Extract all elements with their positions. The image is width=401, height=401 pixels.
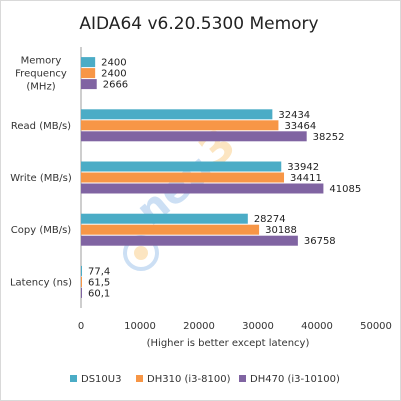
category-label: Memory (21, 56, 62, 67)
bar (81, 68, 96, 79)
bar (81, 131, 307, 142)
category-label: (MHz) (26, 82, 55, 93)
bar (81, 287, 82, 298)
bar (81, 161, 282, 172)
bar (81, 183, 324, 194)
bar (81, 79, 97, 90)
x-tick-label: 10000 (124, 321, 156, 332)
data-label: 2666 (103, 80, 128, 91)
x-axis-label: (Higher is better except latency) (147, 338, 310, 349)
bar (81, 57, 96, 68)
x-tick-label: 20000 (183, 321, 215, 332)
category-label: Read (MB/s) (11, 121, 71, 132)
data-label: 61,5 (88, 277, 110, 288)
legend-swatch (239, 375, 246, 382)
data-label: 32434 (278, 110, 310, 121)
bar (81, 109, 273, 120)
category-label: Write (MB/s) (10, 173, 72, 184)
data-label: 2400 (101, 58, 126, 69)
category-labels: Memory Frequency (MHz) Read (MB/s) Write (MB… (10, 56, 72, 289)
data-label: 41085 (329, 184, 361, 195)
x-tick-label: 40000 (301, 321, 333, 332)
bar (81, 213, 248, 224)
bar (81, 276, 82, 287)
plot-area: 2400240026663243433464382523394234411410… (80, 47, 361, 308)
legend-swatch (136, 375, 143, 382)
data-label: 28274 (254, 214, 286, 225)
data-label: 33942 (287, 162, 319, 173)
x-tick-label: 30000 (242, 321, 274, 332)
chart-title: AIDA64 v6.20.5300 Memory (79, 14, 318, 34)
data-label: 38252 (313, 132, 345, 143)
data-label: 34411 (290, 173, 322, 184)
legend-label: DH470 (i3-10100) (250, 374, 340, 385)
legend-label: DS10U3 (81, 374, 121, 385)
bar (81, 235, 298, 246)
data-label: 77,4 (88, 266, 110, 277)
bar (81, 120, 279, 131)
legend-swatch (70, 375, 77, 382)
category-label: Latency (ns) (10, 277, 72, 288)
category-label: Copy (MB/s) (11, 225, 72, 236)
data-label: 33464 (284, 121, 316, 132)
data-label: 60,1 (88, 288, 110, 299)
bar (81, 224, 260, 235)
data-label: 2400 (101, 69, 126, 80)
bar (81, 265, 82, 276)
legend: DS10U3 DH310 (i3-8100) DH470 (i3-10100) (70, 374, 340, 385)
legend-label: DH310 (i3-8100) (147, 374, 231, 385)
x-tick-label: 50000 (360, 321, 392, 332)
data-label: 36758 (304, 236, 336, 247)
bar (81, 172, 285, 183)
data-label: 30188 (265, 225, 297, 236)
category-label: Frequency (15, 69, 67, 80)
x-tick-label: 0 (78, 321, 84, 332)
x-axis-ticks: 0 10000 20000 30000 40000 50000 (78, 321, 392, 332)
